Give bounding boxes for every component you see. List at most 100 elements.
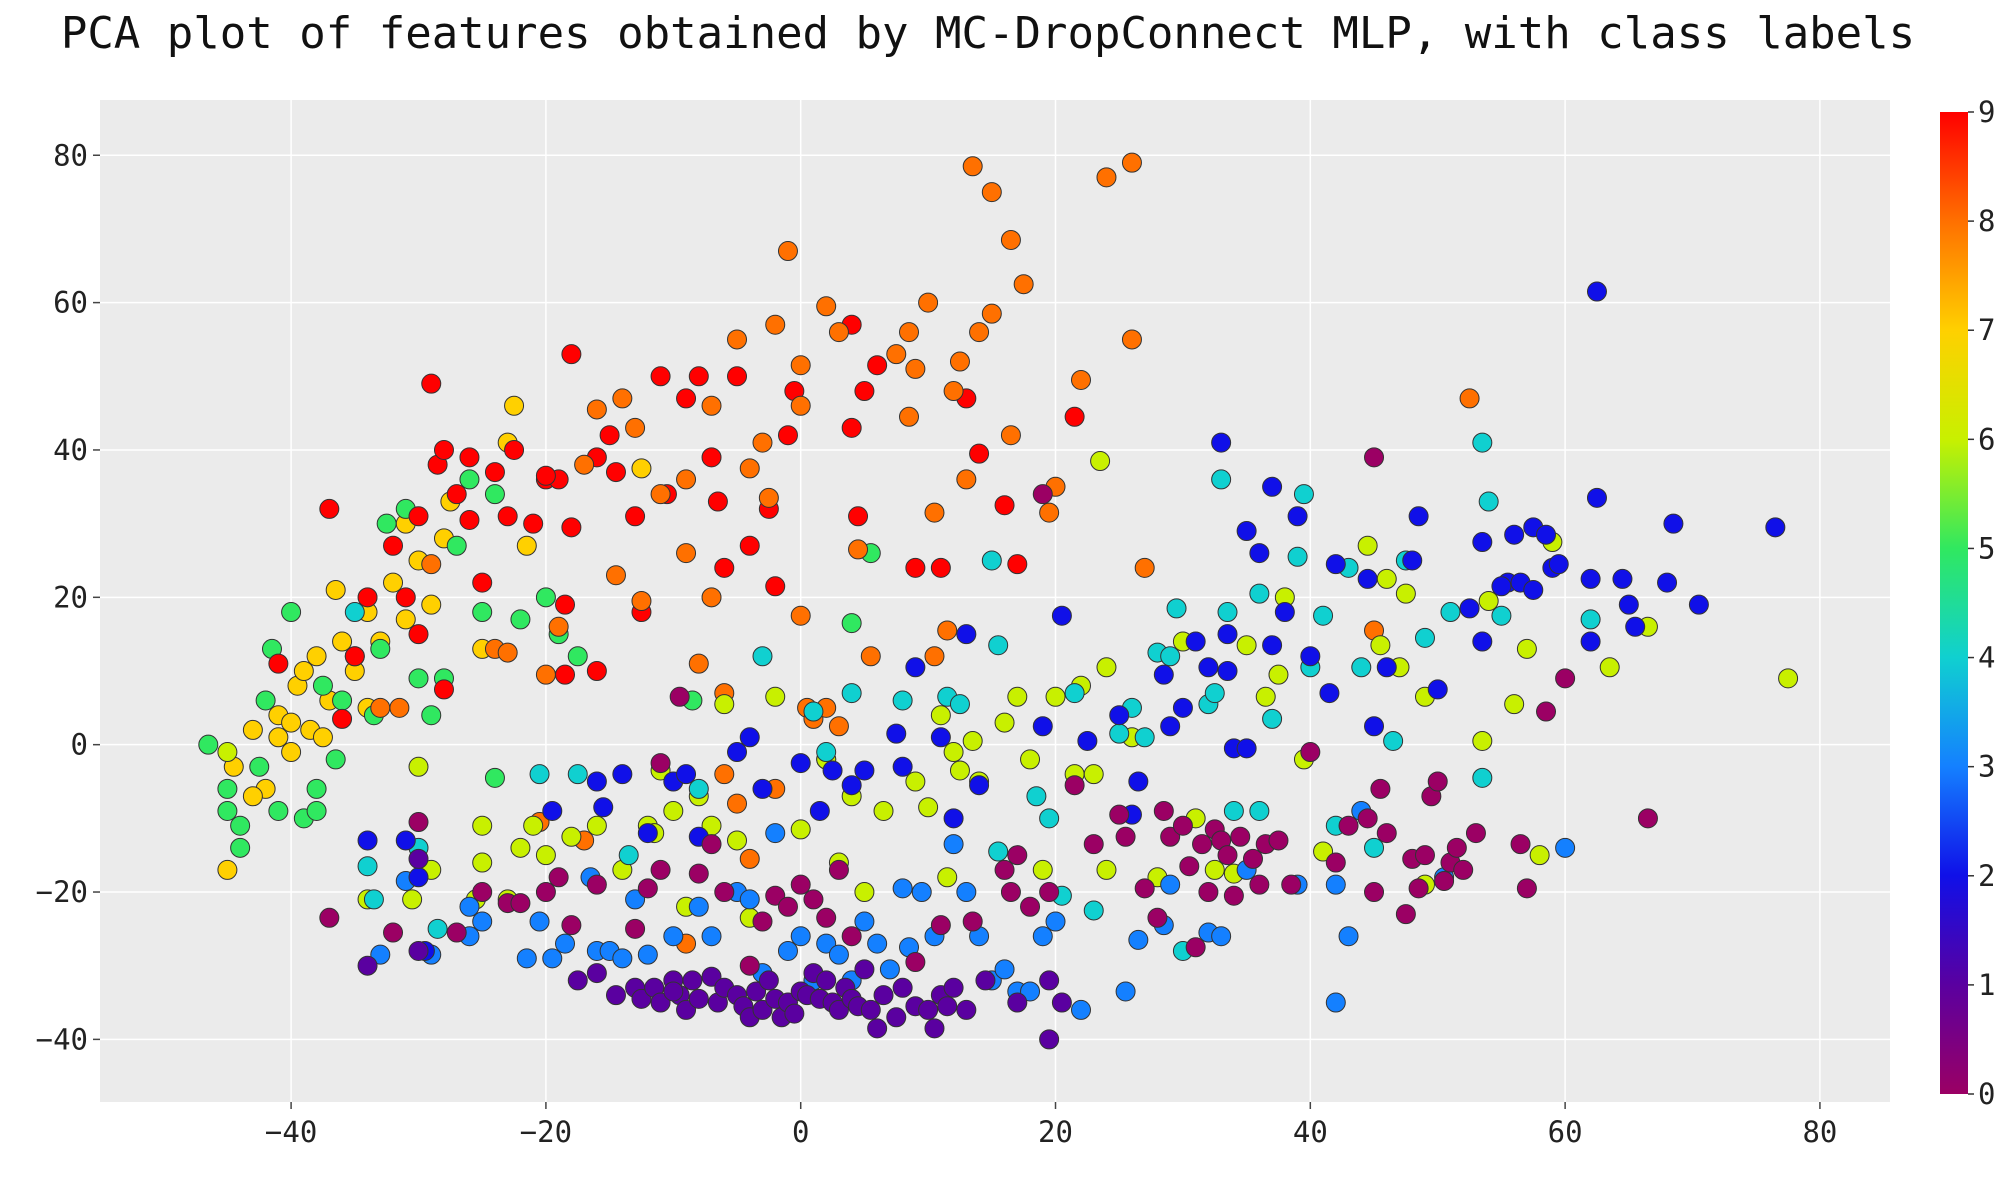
data-point bbox=[848, 539, 869, 560]
x-tick-label: −20 bbox=[520, 1115, 572, 1149]
data-point bbox=[1007, 686, 1028, 707]
y-tick-label: 60 bbox=[53, 286, 88, 320]
data-point bbox=[854, 760, 875, 781]
data-point bbox=[758, 970, 779, 991]
data-point bbox=[1491, 576, 1512, 597]
data-point bbox=[332, 708, 353, 729]
data-point bbox=[1000, 882, 1021, 903]
data-point bbox=[593, 797, 614, 818]
data-point bbox=[344, 646, 365, 667]
data-point bbox=[1580, 631, 1601, 652]
data-point bbox=[752, 432, 773, 453]
data-point bbox=[1274, 602, 1295, 623]
data-point bbox=[981, 182, 1002, 203]
data-point bbox=[472, 852, 493, 873]
data-point bbox=[1115, 981, 1136, 1002]
data-point bbox=[230, 815, 251, 836]
x-tick-label: 0 bbox=[792, 1115, 809, 1149]
data-point bbox=[969, 322, 990, 343]
data-point bbox=[956, 999, 977, 1020]
data-point bbox=[1555, 837, 1576, 858]
data-point bbox=[561, 344, 582, 365]
data-point bbox=[1172, 815, 1193, 836]
data-point bbox=[841, 775, 862, 796]
data-point bbox=[790, 355, 811, 376]
data-point bbox=[325, 749, 346, 770]
data-point bbox=[1376, 657, 1397, 678]
data-point bbox=[828, 716, 849, 737]
data-point bbox=[504, 439, 525, 460]
data-point bbox=[1370, 635, 1391, 656]
data-point bbox=[943, 834, 964, 855]
data-point bbox=[1262, 708, 1283, 729]
data-point bbox=[1376, 568, 1397, 589]
data-point bbox=[790, 926, 811, 947]
data-point bbox=[217, 859, 238, 880]
data-point bbox=[510, 893, 531, 914]
data-point bbox=[739, 848, 760, 869]
x-axis-ticks: −40 −20 0 20 40 60 80 bbox=[265, 1102, 1837, 1149]
data-point bbox=[1109, 804, 1130, 825]
data-point bbox=[943, 381, 964, 402]
data-point bbox=[854, 882, 875, 903]
data-point bbox=[1134, 727, 1155, 748]
x-tick-label: −40 bbox=[265, 1115, 317, 1149]
data-point bbox=[1172, 697, 1193, 718]
data-point bbox=[255, 690, 276, 711]
data-point bbox=[408, 624, 429, 645]
data-point bbox=[988, 841, 1009, 862]
data-point bbox=[332, 690, 353, 711]
data-point bbox=[816, 742, 837, 763]
data-point bbox=[892, 756, 913, 777]
data-point bbox=[1039, 882, 1060, 903]
data-point bbox=[867, 1018, 888, 1039]
data-point bbox=[701, 447, 722, 468]
data-point bbox=[1051, 992, 1072, 1013]
data-point bbox=[1249, 800, 1270, 821]
data-point bbox=[809, 800, 830, 821]
data-point bbox=[268, 727, 289, 748]
data-point bbox=[523, 815, 544, 836]
data-point bbox=[459, 469, 480, 490]
data-point bbox=[1465, 823, 1486, 844]
data-point bbox=[542, 948, 563, 969]
data-point bbox=[395, 830, 416, 851]
data-point bbox=[943, 977, 964, 998]
data-point bbox=[949, 351, 970, 372]
data-point bbox=[1217, 602, 1238, 623]
data-point bbox=[765, 885, 786, 906]
chart-title: PCA plot of features obtained by MC-Drop… bbox=[60, 8, 1916, 59]
data-point bbox=[1083, 834, 1104, 855]
data-point bbox=[1039, 808, 1060, 829]
data-point bbox=[790, 395, 811, 416]
data-point bbox=[1166, 598, 1187, 619]
data-point bbox=[408, 940, 429, 961]
data-point bbox=[612, 764, 633, 785]
data-point bbox=[1160, 826, 1181, 847]
data-point bbox=[663, 981, 684, 1002]
data-point bbox=[1128, 771, 1149, 792]
data-point bbox=[1051, 605, 1072, 626]
data-point bbox=[1287, 546, 1308, 567]
data-point bbox=[994, 859, 1015, 880]
data-point bbox=[739, 889, 760, 910]
colorbar-tick-label: 0 bbox=[1978, 1077, 1995, 1111]
data-point bbox=[892, 977, 913, 998]
data-point bbox=[567, 646, 588, 667]
data-point bbox=[854, 381, 875, 402]
data-point bbox=[1478, 491, 1499, 512]
data-point bbox=[1395, 583, 1416, 604]
colorbar-tick-label: 1 bbox=[1978, 968, 1995, 1002]
data-point bbox=[758, 487, 779, 508]
data-point bbox=[599, 425, 620, 446]
data-point bbox=[1032, 859, 1053, 880]
data-point bbox=[1414, 845, 1435, 866]
data-point bbox=[618, 845, 639, 866]
colorbar-tick-label: 7 bbox=[1978, 313, 1995, 347]
data-point bbox=[1090, 451, 1111, 472]
data-point bbox=[1357, 568, 1378, 589]
data-point bbox=[676, 764, 697, 785]
colorbar-tick-label: 9 bbox=[1978, 95, 1995, 129]
data-point bbox=[1765, 517, 1786, 538]
data-point bbox=[574, 454, 595, 475]
